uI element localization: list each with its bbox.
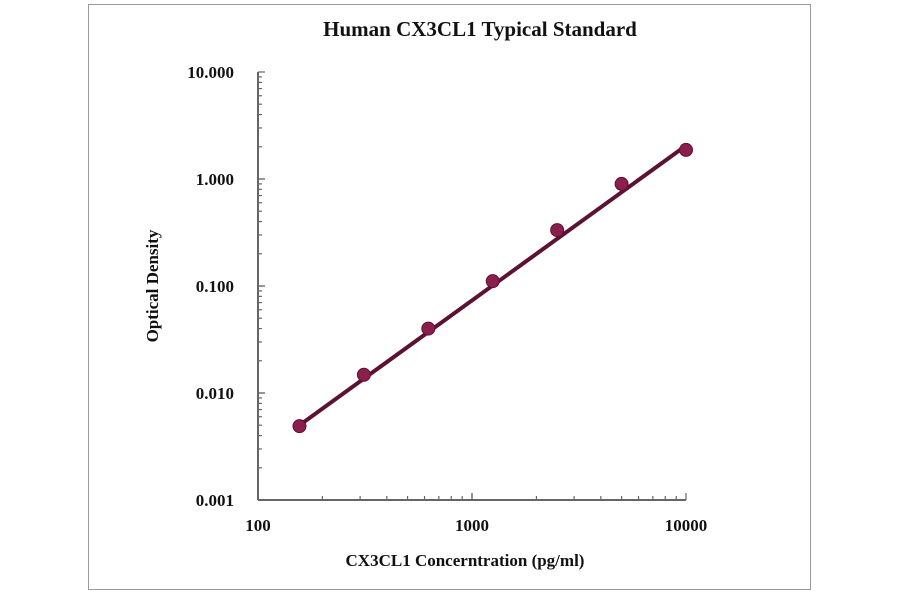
data-point	[421, 321, 436, 336]
data-point	[292, 419, 307, 434]
chart-title: Human CX3CL1 Typical Standard	[323, 17, 637, 41]
x-axis-label: CX3CL1 Concerntration (pg/ml)	[346, 551, 585, 570]
y-tick-label: 10.000	[187, 63, 234, 82]
y-tick-label: 0.100	[196, 277, 234, 296]
data-point	[614, 176, 629, 191]
x-tick-label: 1000	[455, 516, 489, 535]
y-tick-label: 0.001	[196, 491, 234, 510]
x-tick-label: 10000	[665, 516, 708, 535]
data-point	[679, 142, 693, 157]
chart-frame	[88, 4, 811, 590]
x-tick-label: 100	[245, 516, 271, 535]
data-point	[356, 367, 371, 382]
y-tick-label: 1.000	[196, 170, 234, 189]
data-point	[550, 223, 565, 238]
data-point	[485, 274, 500, 289]
y-tick-label: 0.010	[196, 384, 234, 403]
y-axis-label: Optical Density	[143, 229, 162, 342]
